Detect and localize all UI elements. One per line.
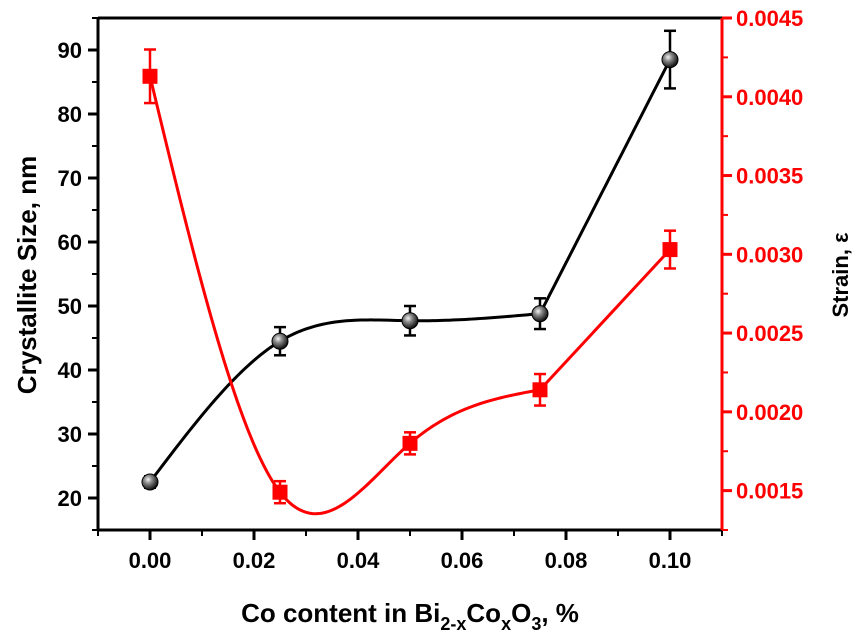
y-left-axis-title: Crystallite Size, nm [12,156,42,394]
strain-point [402,435,418,451]
size-point [531,305,549,323]
strain-point [142,68,158,84]
x-tick-label: 0.06 [441,548,484,573]
y-left-tick-label: 50 [58,294,82,319]
size-point [271,332,289,350]
y-left-tick-label: 70 [58,166,82,191]
y-right-tick-label: 0.0035 [736,164,803,189]
y-right-tick-label: 0.0020 [736,400,803,425]
y-right-tick-label: 0.0015 [736,479,803,504]
x-tick-label: 0.10 [649,548,692,573]
size-point [401,312,419,330]
x-tick-label: 0.04 [337,548,381,573]
y-left-tick-label: 30 [58,422,82,447]
y-right-axis-title: Strain, ε [828,232,853,318]
y-right-tick-label: 0.0040 [736,85,803,110]
x-tick-label: 0.02 [233,548,276,573]
x-axis-title: Co content in Bi2-xCoxO3, % [241,598,579,634]
y-right-tick-label: 0.0030 [736,242,803,267]
strain-point [662,242,678,258]
y-left-tick-label: 90 [58,38,82,63]
y-right-tick-label: 0.0045 [736,6,803,31]
crystallite-size-curve [148,58,672,483]
x-tick-label: 0.08 [545,548,588,573]
size-point [141,473,159,491]
y-left-tick-label: 40 [58,358,82,383]
y-right-tick-label: 0.0025 [736,321,803,346]
y-left-tick-label: 20 [58,486,82,511]
size-point [661,51,679,69]
strain-point [272,484,288,500]
strain-point [532,382,548,398]
y-left-tick-label: 80 [58,102,82,127]
y-left-tick-label: 60 [58,230,82,255]
x-tick-label: 0.00 [129,548,172,573]
